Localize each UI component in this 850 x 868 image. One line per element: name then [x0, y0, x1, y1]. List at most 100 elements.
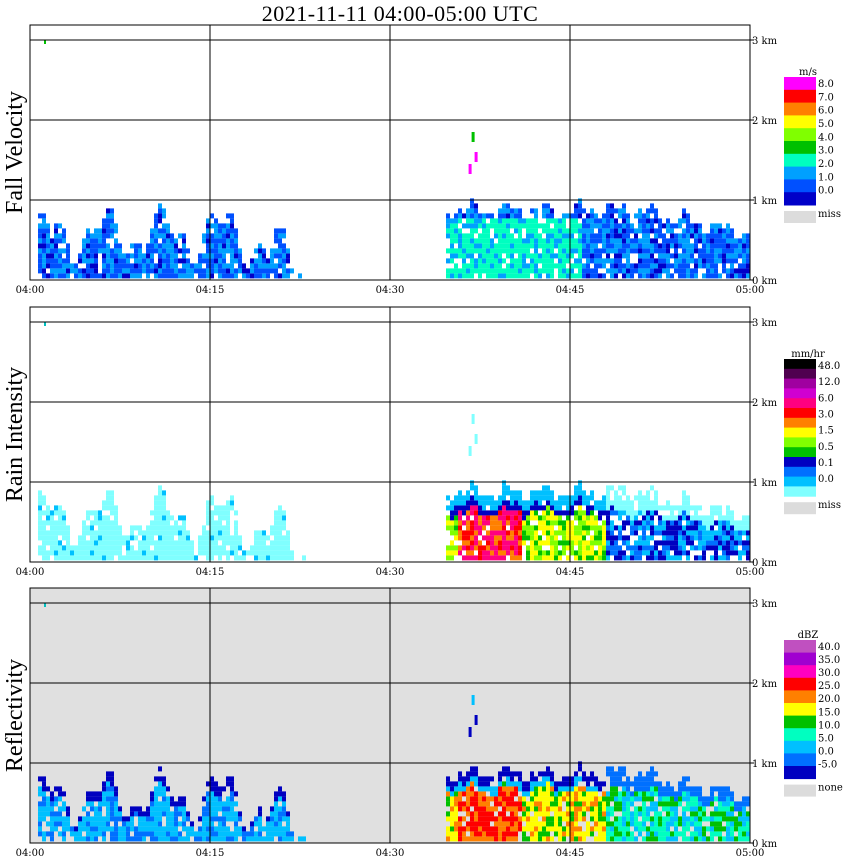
echo-cell — [278, 796, 282, 802]
echo-cell — [274, 525, 278, 531]
echo-cell — [146, 525, 150, 531]
echo-cell — [498, 836, 502, 842]
echo-cell — [678, 555, 682, 561]
echo-cell — [662, 791, 666, 797]
echo-cell — [94, 816, 98, 822]
echo-cell — [538, 836, 542, 842]
echo-cell — [574, 500, 578, 506]
echo-cell — [230, 268, 234, 274]
echo-cell — [746, 243, 750, 249]
echo-cell — [202, 806, 206, 812]
echo-cell — [650, 258, 654, 264]
echo-cell — [166, 545, 170, 551]
echo-cell — [466, 530, 470, 536]
echo-cell — [142, 253, 146, 259]
echo-cell — [82, 540, 86, 546]
echo-cell — [694, 535, 698, 541]
echo-cell — [642, 228, 646, 234]
echo-cell — [450, 525, 454, 531]
echo-cell — [498, 791, 502, 797]
echo-cell — [626, 826, 630, 832]
echo-cell — [50, 243, 54, 249]
echo-cell — [182, 801, 186, 807]
echo-cell — [114, 786, 118, 792]
echo-cell — [42, 801, 46, 807]
echo-cell — [130, 243, 134, 249]
echo-cell — [38, 233, 42, 239]
echo-cell — [670, 811, 674, 817]
echo-cell — [502, 510, 506, 516]
echo-cell — [666, 530, 670, 536]
echo-cell — [622, 771, 626, 777]
echo-cell — [546, 766, 550, 772]
echo-cell — [610, 806, 614, 812]
echo-cell — [698, 806, 702, 812]
echo-cell — [518, 816, 522, 822]
echo-cell — [582, 208, 586, 214]
echo-cell — [654, 801, 658, 807]
echo-cell — [558, 811, 562, 817]
echo-cell — [686, 243, 690, 249]
echo-cell — [282, 248, 286, 254]
echo-cell — [614, 258, 618, 264]
echo-cell — [98, 555, 102, 561]
echo-cell — [710, 258, 714, 264]
colorbar-swatch — [784, 89, 816, 104]
echo-cell — [606, 555, 610, 561]
echo-cell — [458, 253, 462, 259]
echo-cell — [586, 545, 590, 551]
echo-cell — [518, 821, 522, 827]
echo-cell — [154, 836, 158, 842]
echo-cell — [270, 258, 274, 264]
echo-cell — [526, 836, 530, 842]
echo-cell — [566, 273, 570, 279]
echo-cell — [746, 238, 750, 244]
echo-cell — [230, 263, 234, 269]
echo-cell — [122, 253, 126, 259]
echo-cell — [162, 248, 166, 254]
echo-cell — [474, 540, 478, 546]
echo-cell — [734, 821, 738, 827]
echo-cell — [594, 535, 598, 541]
echo-cell — [474, 243, 478, 249]
echo-cell — [474, 208, 478, 214]
echo-cell — [594, 218, 598, 224]
echo-cell — [38, 223, 42, 229]
echo-cell — [102, 535, 106, 541]
echo-cell — [110, 836, 114, 842]
echo-cell — [58, 238, 62, 244]
echo-cell — [474, 555, 478, 561]
echo-cell — [274, 801, 278, 807]
echo-cell — [734, 801, 738, 807]
echo-cell — [106, 791, 110, 797]
echo-cell — [586, 831, 590, 837]
echo-cell — [618, 821, 622, 827]
echo-cell — [654, 540, 658, 546]
echo-cell — [458, 535, 462, 541]
echo-cell — [510, 268, 514, 274]
echo-cell — [626, 555, 630, 561]
echo-cell — [470, 540, 474, 546]
echo-cell — [254, 816, 258, 822]
echo-cell — [458, 218, 462, 224]
echo-cell — [490, 515, 494, 521]
echo-cell — [38, 821, 42, 827]
echo-cell — [602, 213, 606, 219]
echo-cell — [230, 500, 234, 506]
echo-cell — [286, 268, 290, 274]
echo-cell — [658, 540, 662, 546]
echo-cell — [446, 836, 450, 842]
echo-cell — [678, 786, 682, 792]
echo-cell — [134, 258, 138, 264]
echo-cell — [694, 258, 698, 264]
echo-cell — [642, 540, 646, 546]
echo-cell — [570, 796, 574, 802]
echo-cell — [462, 791, 466, 797]
echo-cell — [206, 826, 210, 832]
echo-cell — [506, 515, 510, 521]
echo-cell — [722, 263, 726, 269]
echo-cell — [58, 273, 62, 279]
echo-cell — [230, 228, 234, 234]
echo-cell — [546, 213, 550, 219]
